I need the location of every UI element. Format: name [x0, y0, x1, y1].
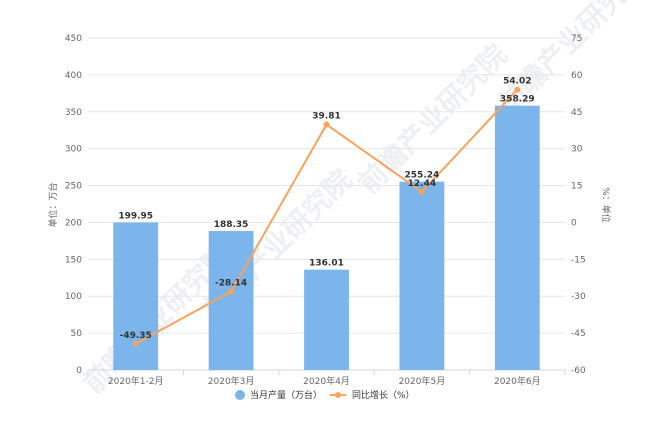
y-left-tick-label: 250 — [65, 182, 82, 192]
line-point — [228, 288, 235, 295]
y-axis-left-ticks: 0 50 100 150 200 250 300 350 400 450 — [65, 34, 82, 376]
y-right-tick-label: 75 — [571, 34, 582, 44]
y-right-tick-label: -60 — [571, 366, 586, 376]
y-left-tick-label: 300 — [65, 145, 82, 155]
y-right-tick-label: 0 — [571, 218, 577, 228]
bar-data-labels: 199.95 188.35 136.01 255.24 358.29 — [118, 95, 534, 269]
y-right-tick-label: 60 — [571, 71, 583, 81]
x-tick-label: 2020年5月 — [399, 375, 446, 387]
x-tick-label: 2020年4月 — [303, 375, 350, 387]
line-point — [514, 86, 521, 93]
bar-data-label: 199.95 — [118, 211, 153, 221]
line-data-label: 12.44 — [408, 179, 436, 189]
x-axis-ticks: 2020年1-2月 2020年3月 2020年4月 2020年5月 2020年6月 — [87, 370, 566, 387]
bar-series — [113, 105, 540, 371]
bar-data-label: 136.01 — [309, 259, 344, 269]
y-right-tick-label: -30 — [571, 292, 586, 302]
line-point — [132, 340, 139, 347]
y-axis-right-title: %：单位 — [600, 187, 612, 223]
line-data-labels: -49.35 -28.14 39.81 12.44 54.02 — [120, 77, 532, 341]
bar — [113, 222, 159, 370]
bar — [494, 105, 540, 371]
y-left-tick-label: 0 — [76, 366, 82, 376]
y-right-tick-label: 45 — [571, 108, 582, 118]
y-left-tick-label: 100 — [65, 292, 82, 302]
y-left-tick-label: 350 — [65, 108, 82, 118]
legend: 当月产量（万台） 同比增长（%） — [235, 389, 415, 401]
bar-data-label: 358.29 — [500, 95, 535, 105]
y-left-tick-label: 200 — [65, 218, 82, 228]
y-right-tick-label: 15 — [571, 182, 582, 192]
watermark-layer: 前瞻产业研究院 前瞻产业研究院 前瞻产业研究院 前瞻产业研究院 — [77, 0, 650, 400]
legend-bar-symbol — [235, 390, 245, 400]
line-point — [323, 121, 330, 128]
line-series — [132, 86, 521, 347]
line-point — [418, 188, 425, 195]
y-axis-right-ticks: -60 -45 -30 -15 0 15 30 45 60 75 — [571, 34, 586, 376]
bar — [399, 181, 445, 370]
y-left-tick-label: 150 — [65, 255, 82, 265]
x-tick-label: 2020年1-2月 — [108, 375, 164, 387]
bar — [304, 269, 349, 370]
y-left-tick-label: 450 — [65, 34, 82, 44]
y-left-tick-label: 50 — [71, 329, 83, 339]
line-data-label: -28.14 — [215, 279, 247, 289]
legend-line-label: 同比增长（%） — [352, 389, 415, 401]
line-data-label: 54.02 — [503, 77, 531, 87]
x-tick-label: 2020年6月 — [494, 375, 541, 387]
y-right-tick-label: -15 — [571, 255, 586, 265]
y-right-tick-label: -45 — [571, 329, 586, 339]
y-axis-left-title: 单位：万台 — [47, 182, 59, 227]
x-tick-label: 2020年3月 — [208, 375, 255, 387]
line-data-label: 39.81 — [312, 112, 340, 122]
y-left-tick-label: 400 — [65, 71, 82, 81]
bar-data-label: 255.24 — [405, 171, 440, 181]
y-right-tick-label: 30 — [571, 145, 583, 155]
legend-bar-label: 当月产量（万台） — [250, 389, 322, 401]
bar-data-label: 188.35 — [214, 220, 249, 230]
legend-line-marker — [335, 392, 341, 398]
line-data-label: -49.35 — [120, 331, 152, 341]
